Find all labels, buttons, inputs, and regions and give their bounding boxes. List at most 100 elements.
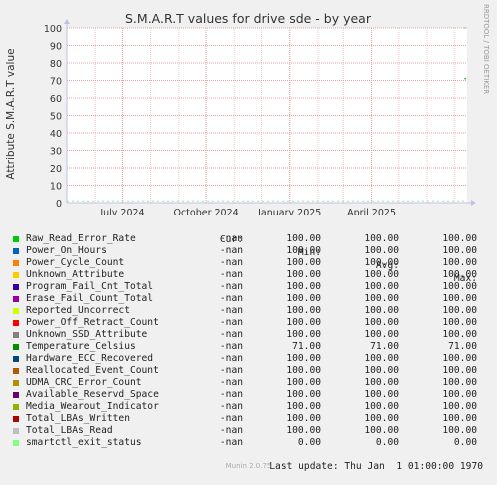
legend-cur: -nan xyxy=(219,257,243,268)
legend-row-program_fail_cnt_total: Program_Fail_Cnt_Total -nan 100.00 100.00 10… xyxy=(0,281,497,293)
legend-swatch xyxy=(13,392,19,398)
legend-row-erase_fail_count_total: Erase_Fail_Count_Total -nan 100.00 100.00 10… xyxy=(0,293,497,305)
last-update-row: Last update: Thu Jan 1 01:00:00 1970 xyxy=(0,449,497,472)
legend-cur: -nan xyxy=(219,341,243,352)
legend-swatch xyxy=(13,368,19,374)
legend-swatch xyxy=(13,236,19,242)
legend-row-power_cycle_count: Power_Cycle_Count -nan 100.00 100.00 100.00 xyxy=(0,257,497,269)
x-tick-label: January 2025 xyxy=(257,208,321,215)
legend-label: Power_On_Hours xyxy=(26,245,107,256)
rrdtool-side-label: RRDTOOL / TOBI OETIKER xyxy=(482,4,490,94)
legend-cur: -nan xyxy=(219,317,243,328)
legend-cur: -nan xyxy=(219,233,243,244)
y-tick-label: 10 xyxy=(50,182,62,193)
legend-swatch xyxy=(13,380,19,386)
legend-swatch xyxy=(13,344,19,350)
legend-row-total_lbas_written: Total_LBAs_Written -nan 100.00 100.00 100.00 xyxy=(0,413,497,425)
legend-row-media_wearout_indicator: Media_Wearout_Indicator -nan 100.00 100.00 1… xyxy=(0,401,497,413)
legend-cur: -nan xyxy=(219,305,243,316)
legend-label: Total_LBAs_Read xyxy=(26,425,113,436)
y-tick-label: 100 xyxy=(44,24,62,35)
y-tick-label: 40 xyxy=(50,129,62,140)
legend-avg: 100.00 xyxy=(364,305,399,316)
legend-cur: -nan xyxy=(219,293,243,304)
legend-row-raw_read_error_rate: Raw_Read_Error_Rate -nan 100.00 100.00 100.0… xyxy=(0,233,497,245)
legend-label: Available_Reservd_Space xyxy=(26,389,159,400)
y-tick-label: 30 xyxy=(50,147,62,158)
legend-max: 0.00 xyxy=(453,437,477,448)
x-tick-label: April 2025 xyxy=(347,208,396,215)
legend-avg: 100.00 xyxy=(364,281,399,292)
legend-max: 100.00 xyxy=(442,425,477,436)
legend-min: 100.00 xyxy=(286,377,321,388)
legend-max: 100.00 xyxy=(442,281,477,292)
legend-row-total_lbas_read: Total_LBAs_Read -nan 100.00 100.00 100.00 xyxy=(0,425,497,437)
y-tick-labels: 0 10 20 30 40 50 60 70 80 90 100 xyxy=(44,24,62,210)
col-cur-header: Cur: xyxy=(219,234,243,245)
legend-label: Reallocated_Event_Count xyxy=(26,365,159,376)
y-tick-label: 80 xyxy=(50,59,62,70)
footer-version: Munin 2.0.75 xyxy=(225,462,272,470)
y-tick-label: 60 xyxy=(50,94,62,105)
legend-max: 100.00 xyxy=(442,269,477,280)
legend-swatch xyxy=(13,248,19,254)
legend-cur: -nan xyxy=(219,281,243,292)
legend-swatch xyxy=(13,284,19,290)
legend-row-unknown_ssd_attribute: Unknown_SSD_Attribute -nan 100.00 100.00 100… xyxy=(0,329,497,341)
legend-min: 100.00 xyxy=(286,401,321,412)
legend-avg: 100.00 xyxy=(364,365,399,376)
y-tick-label: 50 xyxy=(50,112,62,123)
legend-avg: 100.00 xyxy=(364,377,399,388)
legend-row-reallocated_event_count: Reallocated_Event_Count -nan 100.00 100.00 1… xyxy=(0,365,497,377)
legend-row-power_on_hours: Power_On_Hours -nan 100.00 100.00 100.00 xyxy=(0,245,497,257)
legend-avg: 100.00 xyxy=(364,233,399,244)
legend-max: 100.00 xyxy=(442,389,477,400)
legend-avg: 100.00 xyxy=(364,401,399,412)
legend-label: Hardware_ECC_Recovered xyxy=(26,353,154,364)
legend-cur: -nan xyxy=(219,269,243,280)
legend-min: 100.00 xyxy=(286,329,321,340)
legend-row-power_off_retract_count: Power_Off_Retract_Count -nan 100.00 100.00 1… xyxy=(0,317,497,329)
legend-max: 100.00 xyxy=(442,377,477,388)
legend-cur: -nan xyxy=(219,377,243,388)
y-axis-label: Attribute S.M.A.R.T value xyxy=(5,48,17,179)
legend-avg: 100.00 xyxy=(364,389,399,400)
legend-label: UDMA_CRC_Error_Count xyxy=(26,377,142,388)
legend-swatch xyxy=(13,296,19,302)
legend-max: 100.00 xyxy=(442,413,477,424)
legend-swatch xyxy=(13,272,19,278)
grid xyxy=(67,27,467,203)
legend-max: 100.00 xyxy=(442,245,477,256)
legend-max: 100.00 xyxy=(442,365,477,376)
legend-cur: -nan xyxy=(219,425,243,436)
y-tick-label: 90 xyxy=(50,42,62,53)
legend-swatch xyxy=(13,308,19,314)
legend-cur: -nan xyxy=(219,413,243,424)
legend-avg: 100.00 xyxy=(364,353,399,364)
legend-min: 100.00 xyxy=(286,269,321,280)
legend-min: 100.00 xyxy=(286,389,321,400)
col-max-header: Max: xyxy=(453,273,477,284)
legend-min: 100.00 xyxy=(286,365,321,376)
legend-swatch xyxy=(13,320,19,326)
legend-row-hardware_ecc_recovered: Hardware_ECC_Recovered -nan 100.00 100.00 10… xyxy=(0,353,497,365)
legend-max: 100.00 xyxy=(442,293,477,304)
legend-min: 0.00 xyxy=(297,437,321,448)
legend-max: 100.00 xyxy=(442,317,477,328)
legend-label: Power_Off_Retract_Count xyxy=(26,317,159,328)
legend-label: Power_Cycle_Count xyxy=(26,257,125,268)
legend-cur: -nan xyxy=(219,401,243,412)
legend-avg: 100.00 xyxy=(364,269,399,280)
legend-avg: 100.00 xyxy=(364,257,399,268)
legend-swatch xyxy=(13,404,19,410)
legend-row-unknown_attribute: Unknown_Attribute -nan 100.00 100.00 100.00 xyxy=(0,269,497,281)
axes xyxy=(64,19,476,206)
y-tick-label: 70 xyxy=(50,77,62,88)
legend-max: 100.00 xyxy=(442,305,477,316)
legend-label: Unknown_Attribute xyxy=(26,269,125,280)
legend-avg: 0.00 xyxy=(375,437,399,448)
legend-min: 100.00 xyxy=(286,317,321,328)
legend-row-smartctl_exit_status: smartctl_exit_status -nan 0.00 0.00 0.00 xyxy=(0,437,497,449)
legend-swatch xyxy=(13,356,19,362)
legend-label: Program_Fail_Cnt_Total xyxy=(26,281,154,292)
